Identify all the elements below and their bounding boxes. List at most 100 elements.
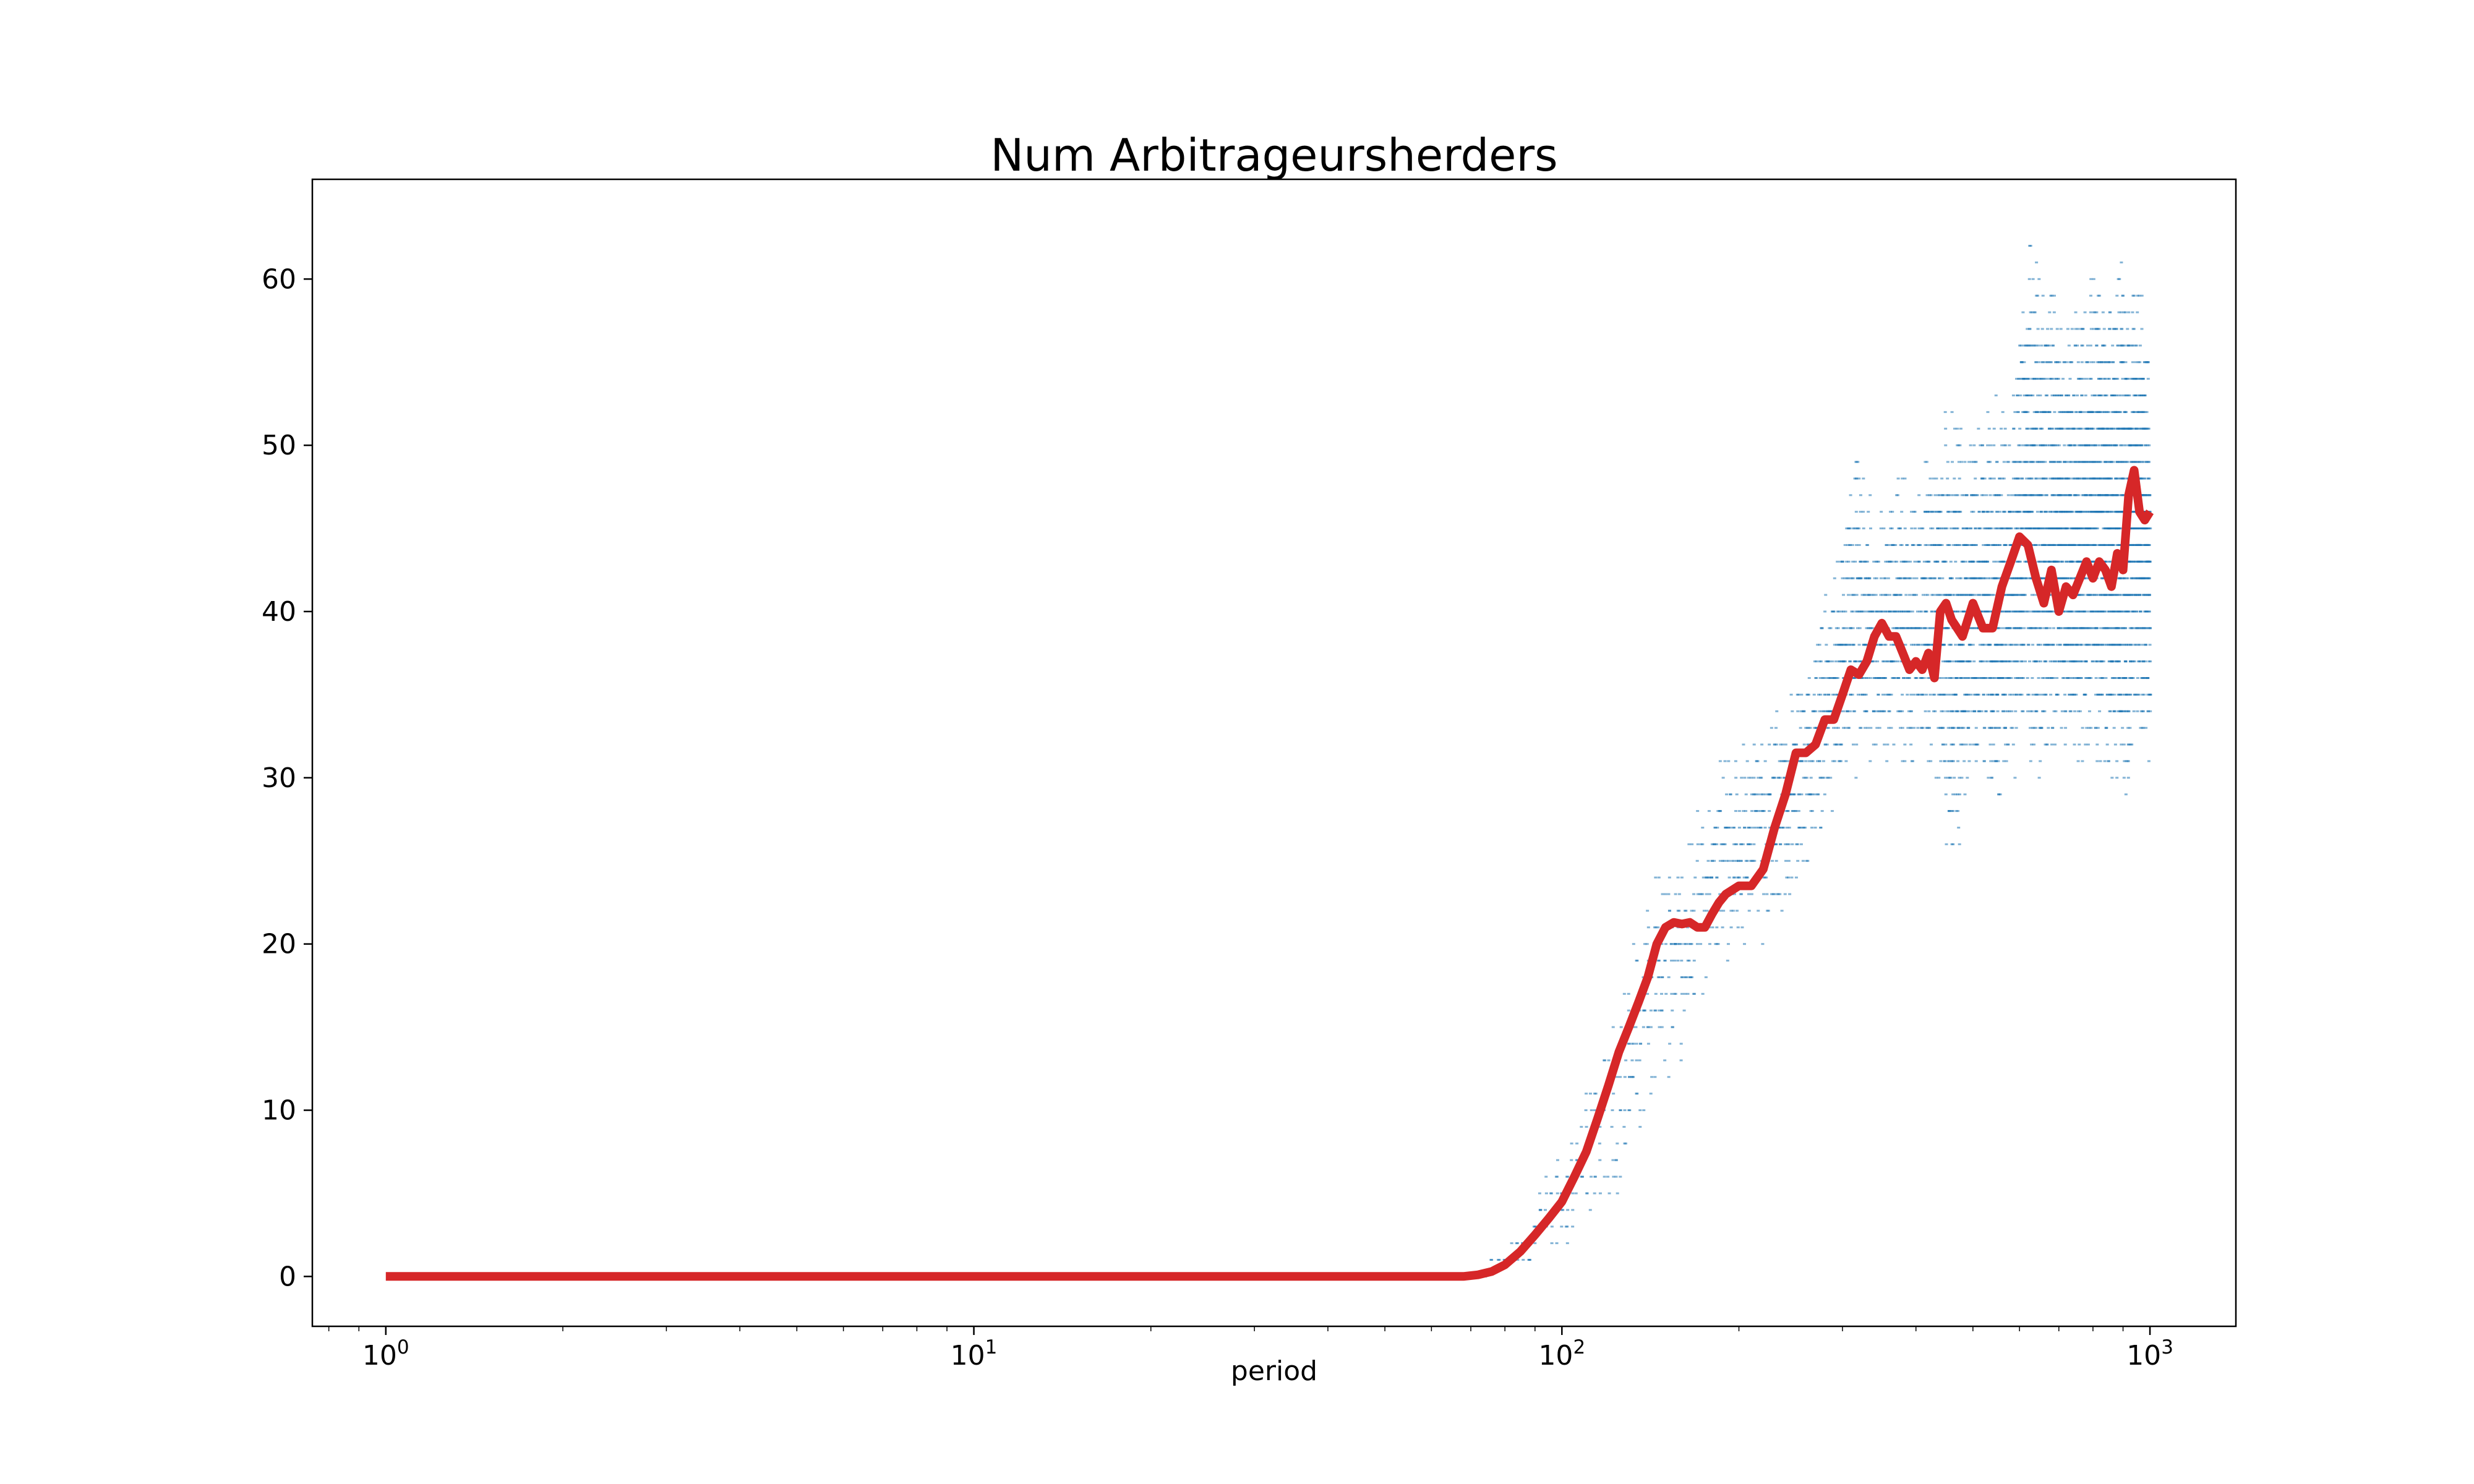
scatter-point — [1590, 1109, 1593, 1112]
scatter-point — [2031, 394, 2035, 396]
scatter-point — [1679, 943, 1683, 945]
scatter-point — [2109, 560, 2113, 563]
scatter-point — [2123, 394, 2126, 396]
scatter-point — [2087, 610, 2091, 613]
scatter-point — [1887, 544, 1891, 546]
scatter-point — [2019, 394, 2022, 396]
scatter-point — [2048, 311, 2052, 313]
scatter-point — [2040, 344, 2044, 347]
scatter-point — [2076, 344, 2079, 347]
scatter-point — [1921, 727, 1925, 729]
scatter-point — [1904, 577, 1908, 579]
scatter-point — [1986, 544, 1990, 546]
scatter-point — [1786, 760, 1790, 762]
scatter-point — [1831, 727, 1835, 729]
scatter-point — [2030, 311, 2034, 313]
scatter-point — [1692, 960, 1696, 962]
scatter-point — [1677, 910, 1681, 912]
scatter-point — [1963, 793, 1967, 796]
scatter-point — [2036, 328, 2040, 330]
scatter-point — [2113, 710, 2117, 712]
scatter-point — [2124, 660, 2128, 663]
scatter-point — [1857, 477, 1861, 480]
scatter-point — [1784, 843, 1787, 845]
scatter-point — [1908, 610, 1912, 613]
scatter-point — [1960, 494, 1964, 497]
scatter-point — [2096, 444, 2100, 446]
scatter-point — [1803, 826, 1807, 829]
scatter-point — [2087, 544, 2091, 546]
scatter-point — [1550, 1226, 1554, 1228]
scatter-point — [2121, 727, 2125, 729]
scatter-point — [1921, 527, 1925, 530]
scatter-point — [1699, 943, 1703, 945]
scatter-point — [2013, 644, 2016, 646]
scatter-point — [1998, 727, 2001, 729]
scatter-point — [2099, 627, 2103, 629]
scatter-point — [1774, 843, 1778, 845]
scatter-point — [2078, 477, 2082, 480]
scatter-point — [2006, 494, 2010, 497]
scatter-point — [2030, 594, 2034, 596]
scatter-point — [2069, 710, 2073, 712]
scatter-point — [1684, 976, 1688, 978]
scatter-point — [1924, 461, 1927, 463]
scatter-point — [1976, 560, 1980, 563]
scatter-point — [2126, 577, 2129, 579]
scatter-point — [1734, 760, 1737, 762]
scatter-point — [1825, 743, 1829, 746]
scatter-point — [1873, 660, 1877, 663]
scatter-point — [2076, 660, 2079, 663]
scatter-point — [1940, 677, 1944, 680]
scatter-point — [2094, 444, 2097, 446]
scatter-point — [1818, 693, 1822, 696]
scatter-point — [1827, 693, 1831, 696]
scatter-point — [2099, 411, 2102, 413]
scatter-point — [2091, 494, 2094, 497]
scatter-point — [1805, 727, 1809, 729]
scatter-point — [2100, 660, 2104, 663]
scatter-point — [1954, 644, 1958, 646]
scatter-point — [1951, 793, 1955, 796]
scatter-point — [2089, 328, 2093, 330]
scatter-point — [2121, 693, 2125, 696]
scatter-point — [2035, 294, 2039, 297]
scatter-point — [2094, 677, 2098, 680]
scatter-point — [1893, 660, 1897, 663]
scatter-point — [2001, 710, 2005, 712]
scatter-point — [2028, 328, 2032, 330]
scatter-point — [1909, 743, 1913, 746]
scatter-point — [1835, 644, 1839, 646]
scatter-point — [1755, 826, 1758, 829]
scatter-point — [1904, 644, 1907, 646]
scatter-point — [2037, 477, 2041, 480]
scatter-point — [2102, 328, 2106, 330]
scatter-point — [1612, 1093, 1616, 1095]
scatter-point — [1914, 644, 1917, 646]
scatter-point — [2110, 693, 2114, 696]
scatter-point — [1862, 477, 1865, 480]
scatter-point — [1976, 743, 1980, 746]
scatter-point — [1725, 859, 1729, 862]
scatter-point — [1892, 644, 1896, 646]
scatter-point — [1713, 859, 1716, 862]
scatter-point — [2000, 494, 2003, 497]
scatter-point — [1840, 660, 1844, 663]
scatter-point — [1846, 544, 1850, 546]
scatter-point — [2125, 644, 2128, 646]
scatter-point — [2055, 461, 2058, 463]
scatter-point — [1893, 627, 1897, 629]
scatter-point — [1757, 810, 1760, 812]
scatter-point — [1921, 693, 1925, 696]
scatter-point — [1952, 743, 1956, 746]
scatter-point — [1995, 677, 1998, 680]
scatter-point — [2037, 494, 2041, 497]
scatter-point — [1752, 777, 1756, 779]
scatter-point — [1979, 577, 1983, 579]
scatter-point — [1795, 743, 1799, 746]
scatter-point — [2076, 361, 2080, 364]
scatter-point — [2126, 693, 2130, 696]
scatter-point — [2030, 743, 2034, 746]
scatter-point — [1990, 693, 1993, 696]
scatter-point — [1635, 1043, 1638, 1045]
